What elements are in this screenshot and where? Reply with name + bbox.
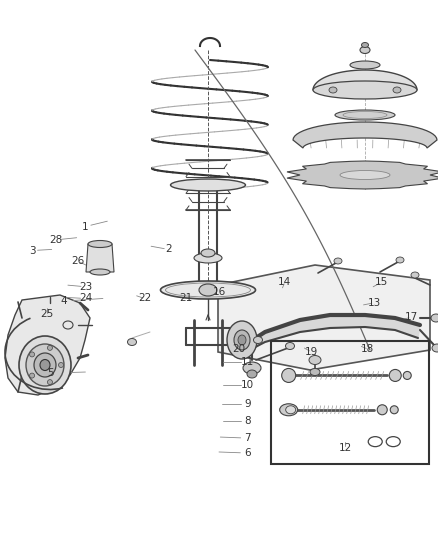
Ellipse shape (432, 344, 438, 352)
Ellipse shape (34, 353, 56, 377)
Polygon shape (313, 70, 417, 90)
Ellipse shape (29, 352, 35, 357)
Text: 8: 8 (244, 416, 251, 426)
Ellipse shape (361, 43, 368, 47)
Text: 5: 5 (47, 368, 54, 378)
Polygon shape (265, 320, 300, 342)
Ellipse shape (431, 314, 438, 322)
Text: 20: 20 (232, 344, 245, 354)
Ellipse shape (88, 240, 112, 247)
Ellipse shape (19, 336, 71, 394)
Text: 7: 7 (244, 433, 251, 443)
Ellipse shape (403, 372, 411, 379)
Polygon shape (5, 295, 90, 395)
Polygon shape (240, 332, 265, 355)
Ellipse shape (238, 335, 246, 345)
Ellipse shape (194, 253, 222, 263)
Text: 21: 21 (180, 294, 193, 303)
Text: 25: 25 (41, 310, 54, 319)
Ellipse shape (340, 171, 390, 180)
Ellipse shape (396, 257, 404, 263)
Polygon shape (218, 265, 430, 370)
Ellipse shape (47, 345, 53, 350)
Text: 6: 6 (244, 448, 251, 458)
Ellipse shape (234, 330, 250, 350)
Text: 3: 3 (29, 246, 36, 255)
Ellipse shape (47, 379, 53, 385)
Text: 16: 16 (213, 287, 226, 297)
Text: 28: 28 (49, 235, 63, 245)
Polygon shape (300, 315, 330, 332)
Text: 15: 15 (374, 278, 388, 287)
Ellipse shape (127, 338, 137, 345)
Text: 2: 2 (165, 245, 172, 254)
Ellipse shape (282, 368, 296, 383)
Ellipse shape (286, 343, 294, 350)
Text: 4: 4 (60, 296, 67, 306)
Ellipse shape (90, 269, 110, 275)
Ellipse shape (390, 406, 398, 414)
Ellipse shape (335, 110, 395, 120)
Ellipse shape (254, 336, 262, 343)
Text: 22: 22 (138, 294, 151, 303)
Ellipse shape (310, 368, 320, 376)
Ellipse shape (309, 356, 321, 365)
Ellipse shape (26, 344, 64, 386)
Ellipse shape (29, 373, 35, 378)
Ellipse shape (40, 359, 50, 370)
Ellipse shape (360, 46, 370, 53)
Text: 12: 12 (339, 443, 352, 453)
Text: 11: 11 (241, 358, 254, 367)
Ellipse shape (243, 362, 261, 374)
Polygon shape (395, 318, 420, 338)
Text: 14: 14 (278, 278, 291, 287)
Ellipse shape (201, 249, 215, 257)
Ellipse shape (280, 404, 298, 416)
Ellipse shape (389, 369, 401, 382)
Text: 23: 23 (79, 282, 92, 292)
Ellipse shape (247, 370, 257, 378)
Ellipse shape (334, 258, 342, 264)
Text: 18: 18 (361, 344, 374, 354)
Ellipse shape (160, 281, 255, 299)
Bar (271, 341, 429, 464)
Text: 26: 26 (71, 256, 85, 266)
Ellipse shape (377, 405, 387, 415)
Polygon shape (330, 315, 365, 328)
Ellipse shape (329, 87, 337, 93)
Text: 10: 10 (241, 380, 254, 390)
Text: 9: 9 (244, 399, 251, 409)
Text: 19: 19 (304, 347, 318, 357)
Ellipse shape (170, 179, 246, 191)
Text: 13: 13 (368, 298, 381, 308)
Ellipse shape (350, 61, 380, 69)
Text: 1: 1 (82, 222, 89, 231)
Ellipse shape (227, 321, 257, 359)
Polygon shape (86, 244, 114, 272)
Text: 24: 24 (79, 294, 92, 303)
Ellipse shape (199, 284, 217, 296)
Ellipse shape (393, 87, 401, 93)
Polygon shape (293, 122, 437, 148)
Ellipse shape (286, 406, 296, 414)
Ellipse shape (59, 362, 64, 367)
Ellipse shape (411, 272, 419, 278)
Ellipse shape (313, 81, 417, 99)
Polygon shape (365, 315, 395, 330)
Polygon shape (287, 161, 438, 189)
Text: 17: 17 (405, 312, 418, 322)
